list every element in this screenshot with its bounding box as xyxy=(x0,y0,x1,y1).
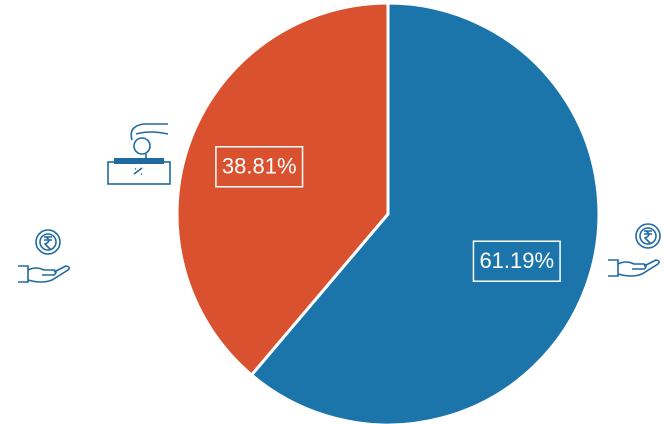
icon-hand-coin-left xyxy=(18,229,70,283)
pie-slice xyxy=(175,1,390,378)
data-label: 61.19% xyxy=(479,248,554,273)
data-label-box xyxy=(472,240,561,282)
data-label-box xyxy=(215,146,304,188)
data-label: 38.81% xyxy=(222,154,297,179)
icon-hand-coin-right xyxy=(608,223,661,277)
icon-deposit xyxy=(107,123,171,185)
pie-slice xyxy=(249,1,601,424)
